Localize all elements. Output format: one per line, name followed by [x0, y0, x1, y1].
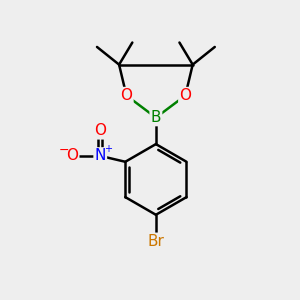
Text: O: O	[94, 123, 106, 138]
Text: N: N	[94, 148, 106, 164]
Text: O: O	[120, 88, 132, 103]
Text: Br: Br	[148, 234, 164, 249]
Text: O: O	[179, 88, 191, 103]
Text: B: B	[151, 110, 161, 125]
Text: O: O	[66, 148, 78, 164]
Text: −: −	[58, 143, 69, 157]
Text: +: +	[104, 144, 112, 154]
